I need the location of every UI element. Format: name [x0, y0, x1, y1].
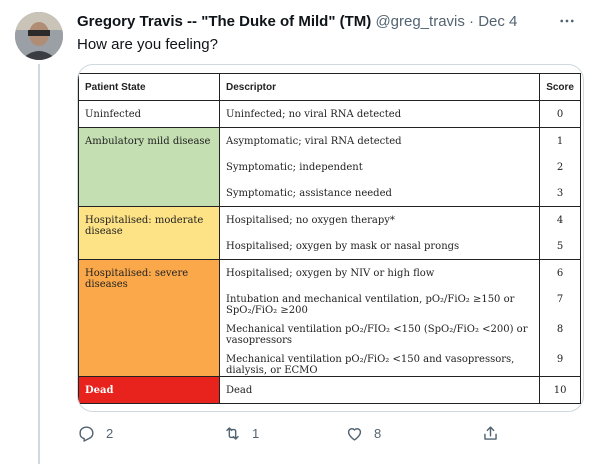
table-row: Dead Dead 10 [78, 376, 581, 404]
table-row: Hospitalised; oxygen by mask or nasal pr… [79, 233, 581, 260]
table-row: Hospitalised: severe diseases Hospitalise… [78, 259, 581, 377]
table-row: Ambulatory mild disease Asymptomatic; vir… [78, 127, 581, 207]
table-row: Hospitalised: moderate disease Hospitalis… [78, 206, 581, 260]
patient-state-cell: Dead [78, 376, 220, 404]
score-cell: 5 [539, 233, 581, 260]
descriptor-cell: Hospitalised; oxygen by NIV or high flow [218, 259, 541, 286]
header-descriptor: Descriptor [218, 73, 541, 101]
tweet-text: How are you feeling? [77, 36, 218, 53]
score-cell: 0 [539, 100, 581, 128]
share-icon [484, 425, 497, 440]
score-cell: 10 [539, 376, 581, 404]
table-row: Intubation and mechanical ventilation, p… [79, 286, 581, 316]
patient-state-cell: Ambulatory mild disease [78, 127, 220, 207]
table-row: Symptomatic; assistance needed 3 [79, 180, 581, 207]
share-button[interactable] [481, 420, 500, 446]
descriptor-cell: Intubation and mechanical ventilation, p… [218, 286, 541, 316]
reply-count: 2 [106, 425, 114, 441]
table-header-row: Patient State Descriptor Score [78, 73, 581, 101]
tweet-header: Gregory Travis -- "The Duke of Mild" (TM… [77, 12, 558, 32]
avatar[interactable] [15, 12, 63, 60]
score-cell: 8 [539, 316, 581, 346]
header-patient-state: Patient State [78, 73, 220, 101]
descriptor-cell: Hospitalised; oxygen by mask or nasal pr… [218, 233, 541, 260]
reply-icon [79, 425, 94, 442]
patient-state-cell: Uninfected [78, 100, 220, 128]
score-cell: 4 [539, 206, 581, 233]
like-button[interactable]: 8 [345, 420, 381, 446]
header-score: Score [539, 73, 581, 101]
descriptor-cell: Dead [218, 376, 541, 404]
avatar-photo [15, 12, 63, 60]
retweet-button[interactable]: 1 [223, 420, 259, 446]
descriptor-cell: Hospitalised; no oxygen therapy* [218, 206, 541, 233]
descriptor-cell: Uninfected; no viral RNA detected [218, 100, 541, 128]
score-cell: 6 [539, 259, 581, 286]
like-icon [347, 427, 362, 441]
display-name[interactable]: Gregory Travis -- "The Duke of Mild" (TM… [77, 13, 372, 30]
retweet-icon [226, 426, 239, 440]
reply-button[interactable]: 2 [77, 420, 113, 446]
who-clinical-progression-table: Patient State Descriptor Score Uninfecte… [78, 73, 581, 404]
separator-dot: · [469, 13, 475, 30]
score-cell: 7 [539, 286, 581, 316]
handle[interactable]: @greg_travis [375, 13, 465, 30]
tweet-media[interactable]: Patient State Descriptor Score Uninfecte… [77, 64, 584, 412]
descriptor-cell: Symptomatic; assistance needed [218, 180, 541, 207]
patient-state-cell: Hospitalised: moderate disease [78, 206, 220, 260]
tweet-actions: 2 1 8 [77, 420, 507, 446]
table-row: Uninfected Uninfected; no viral RNA detec… [78, 100, 581, 128]
like-count: 8 [374, 425, 382, 441]
score-cell: 3 [539, 180, 581, 207]
descriptor-cell: Mechanical ventilation pO₂/FIO₂ <150 (Sp… [218, 316, 541, 346]
descriptor-cell: Mechanical ventilation pO₂/FiO₂ <150 and… [218, 346, 541, 377]
retweet-count: 1 [252, 425, 260, 441]
more-icon [560, 19, 574, 23]
descriptor-cell: Asymptomatic; viral RNA detected [218, 127, 541, 154]
table-row: Symptomatic; independent 2 [79, 154, 581, 180]
more-button[interactable] [554, 8, 580, 34]
score-cell: 2 [539, 154, 581, 180]
descriptor-cell: Symptomatic; independent [218, 154, 541, 180]
table-row: Mechanical ventilation pO₂/FiO₂ <150 and… [79, 346, 581, 377]
table-row: Mechanical ventilation pO₂/FIO₂ <150 (Sp… [79, 316, 581, 346]
tweet-date[interactable]: Dec 4 [478, 13, 518, 30]
patient-state-cell: Hospitalised: severe diseases [78, 259, 220, 377]
score-cell: 9 [539, 346, 581, 377]
thread-line [38, 64, 40, 464]
table-body: Uninfected Uninfected; no viral RNA detec… [78, 100, 581, 404]
score-cell: 1 [539, 127, 581, 154]
